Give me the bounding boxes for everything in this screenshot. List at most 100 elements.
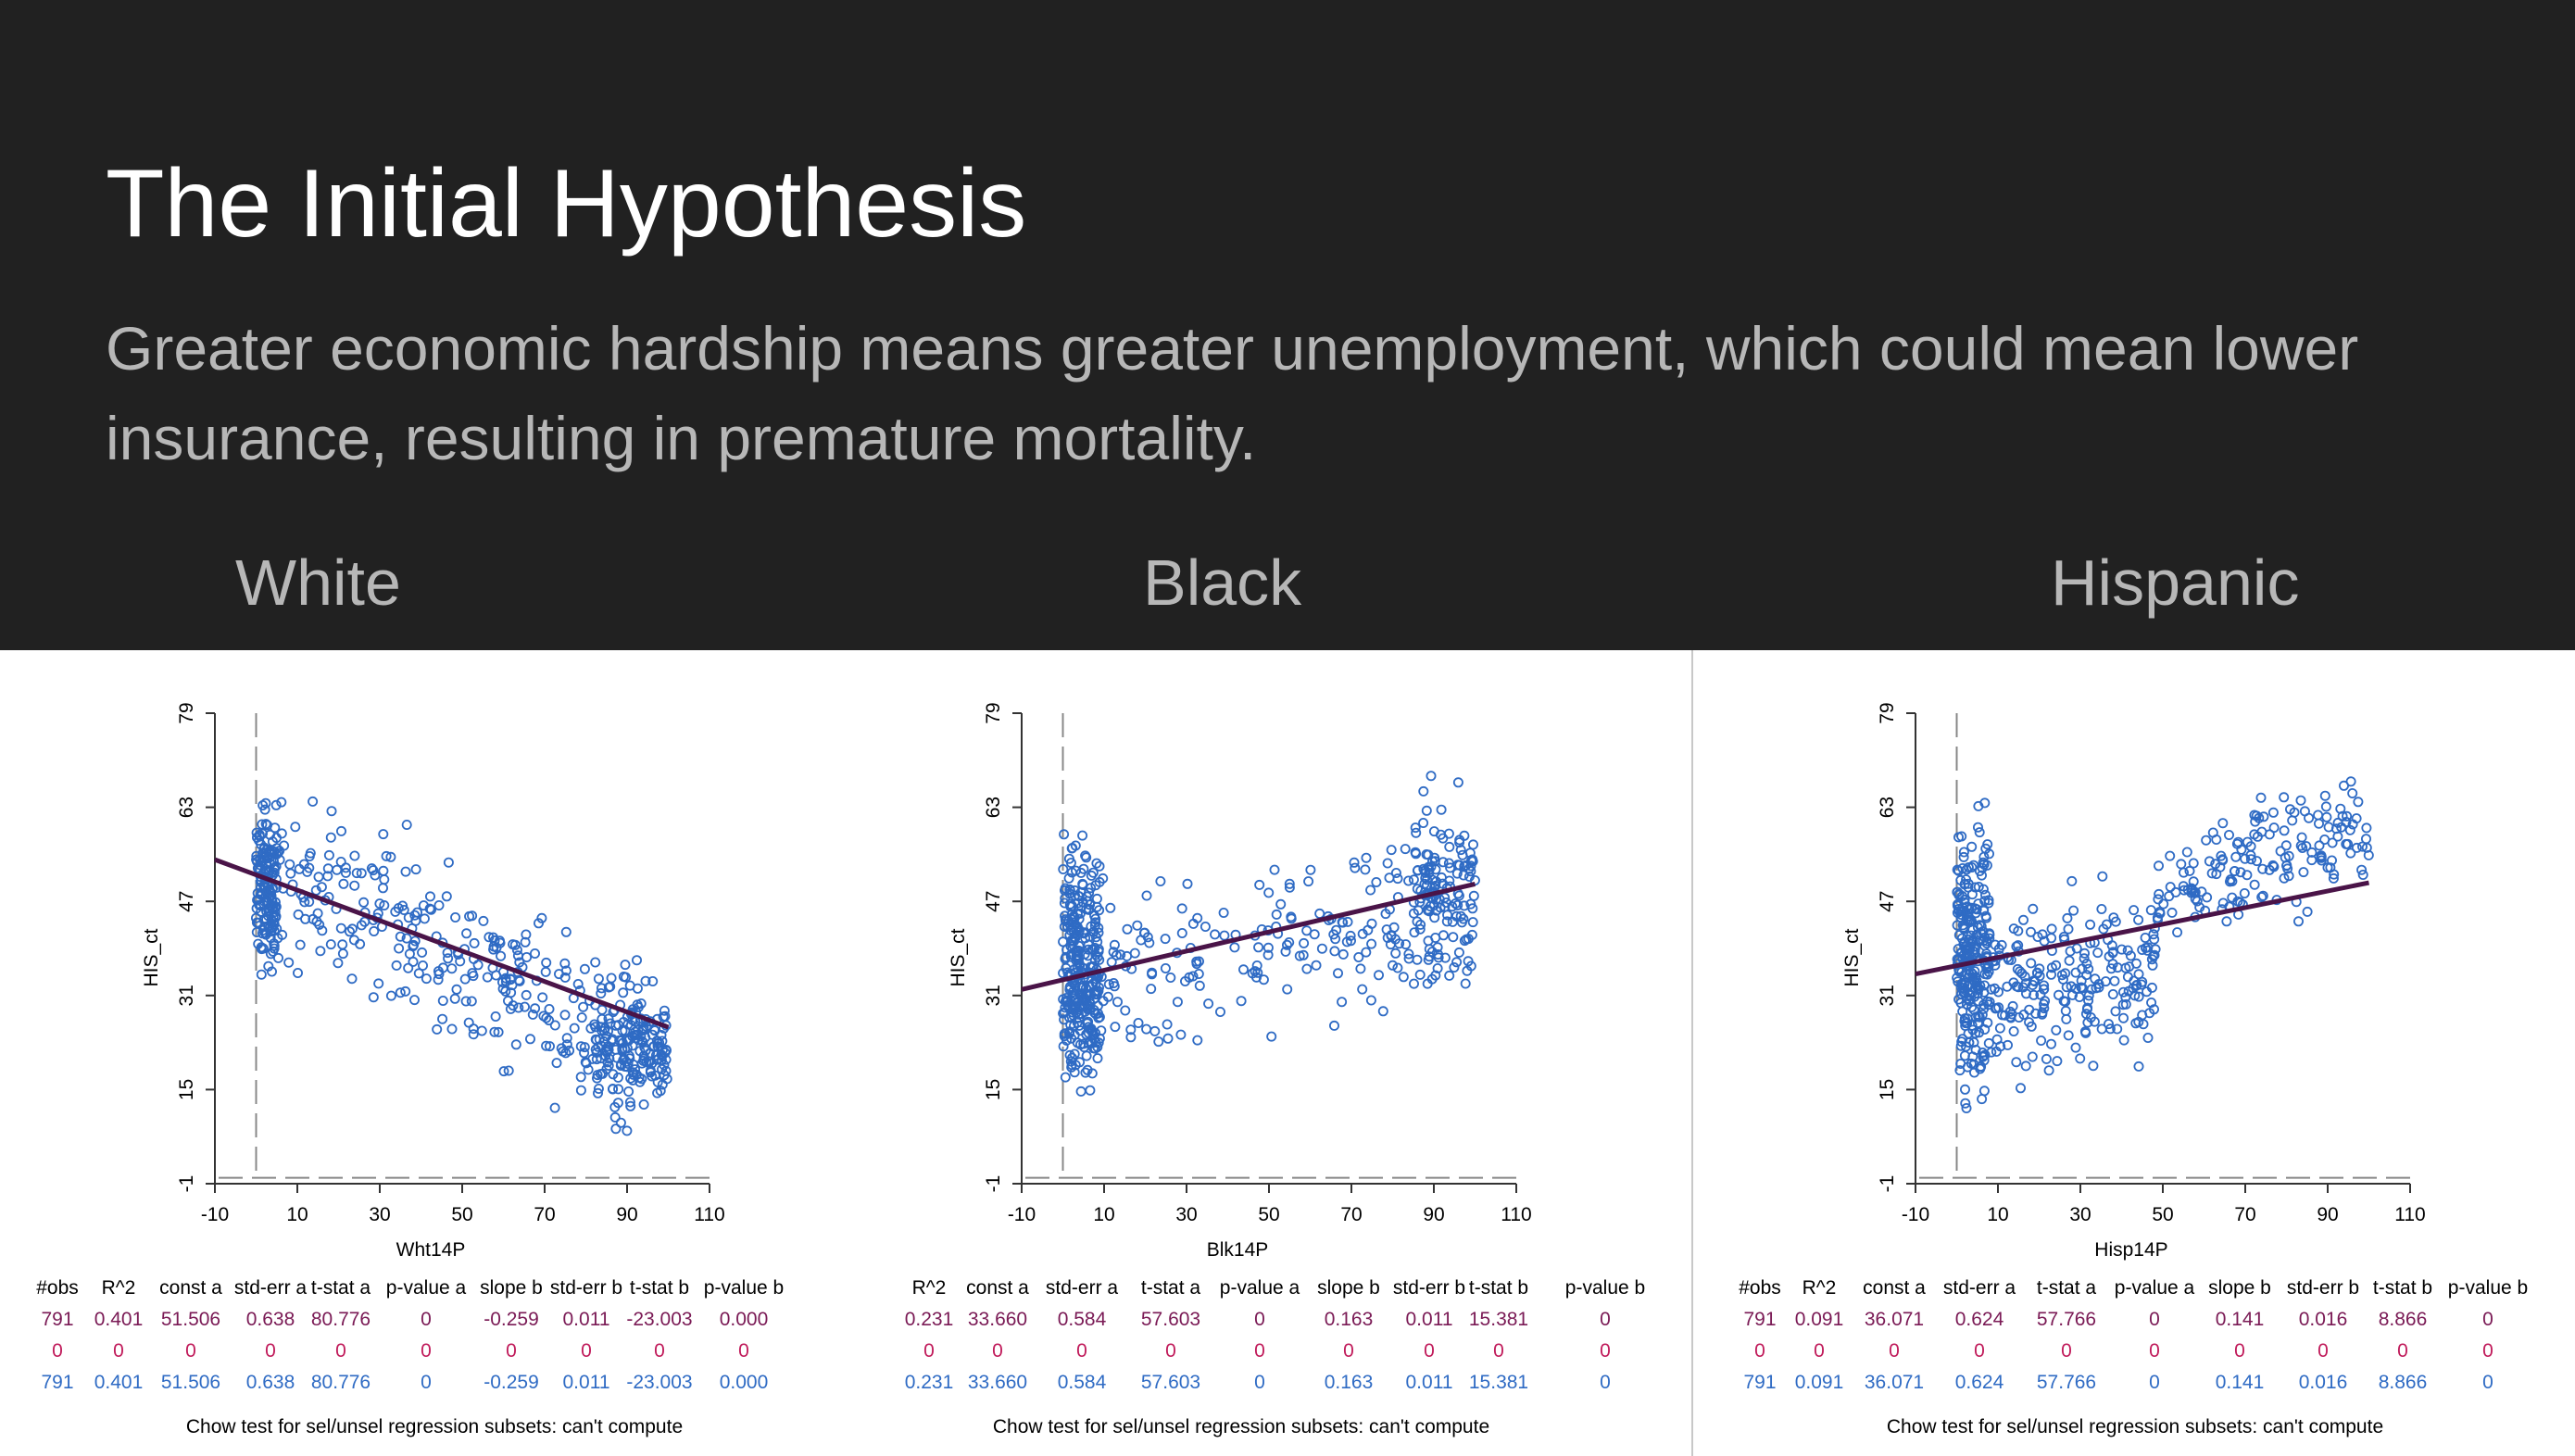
data-point	[2170, 886, 2181, 897]
y-tick-label: 63	[176, 797, 197, 818]
table-cell: 0	[1254, 1309, 1265, 1330]
data-point	[272, 847, 283, 859]
data-point	[1412, 954, 1423, 965]
table-cell: 0	[1600, 1372, 1611, 1393]
data-point	[1438, 857, 1449, 868]
data-point	[1410, 822, 1421, 834]
data-point	[2343, 838, 2354, 849]
data-point	[1066, 900, 1077, 911]
data-point	[1979, 969, 1991, 980]
data-point	[1061, 1035, 1073, 1046]
table-cell: 0	[265, 1340, 276, 1362]
data-point	[1084, 1023, 1095, 1035]
data-point	[433, 899, 445, 910]
data-point	[2083, 963, 2094, 974]
data-point	[1089, 920, 1100, 931]
data-point	[1329, 946, 1340, 957]
data-point	[559, 1010, 571, 1021]
x-axis-label: Blk14P	[1207, 1239, 1269, 1261]
data-point	[1410, 847, 1421, 858]
data-point	[284, 859, 295, 870]
data-point	[403, 912, 414, 923]
data-point	[437, 995, 448, 1006]
data-point	[377, 883, 388, 894]
data-point	[1058, 863, 1069, 874]
data-point	[2074, 991, 2085, 1002]
data-point	[381, 850, 392, 861]
data-point	[1064, 1026, 1075, 1037]
data-point	[308, 796, 319, 807]
data-point	[2085, 919, 2096, 930]
data-point	[1269, 864, 1280, 875]
table-header: p-value b	[704, 1277, 784, 1299]
data-point	[276, 797, 287, 808]
data-point	[530, 948, 541, 959]
data-point	[2146, 997, 2157, 1008]
data-point	[1448, 932, 1459, 943]
data-point	[2083, 990, 2094, 1001]
y-tick-label: 31	[983, 985, 1004, 1006]
data-point	[503, 996, 514, 1007]
data-point	[1414, 969, 1426, 980]
regression-line	[1915, 880, 2369, 977]
data-point	[1983, 1037, 1994, 1048]
data-point	[2088, 1061, 2099, 1072]
table-cell: 0.638	[246, 1372, 295, 1393]
data-point	[530, 1003, 541, 1014]
data-point	[2347, 787, 2358, 798]
data-point	[1463, 956, 1474, 967]
data-point	[2289, 807, 2300, 818]
data-point	[2149, 934, 2160, 945]
table-cell: 0	[1076, 1340, 1087, 1362]
data-point	[1109, 981, 1120, 992]
data-point	[607, 1034, 618, 1045]
data-point	[1194, 956, 1205, 967]
data-point	[569, 1023, 580, 1034]
data-point	[1361, 852, 1372, 863]
data-point	[2204, 856, 2215, 867]
data-point	[2217, 897, 2229, 909]
data-point	[2086, 984, 2097, 995]
data-point	[2360, 834, 2371, 845]
data-point	[409, 910, 421, 921]
data-point	[476, 1025, 487, 1036]
data-point	[2255, 792, 2267, 803]
data-point	[639, 1042, 650, 1053]
data-point	[1085, 1085, 1096, 1096]
data-point	[1080, 1067, 1091, 1078]
data-point	[1961, 1102, 1972, 1113]
data-point	[1418, 817, 1429, 828]
data-point	[1453, 947, 1464, 958]
data-point	[2007, 1000, 2018, 1011]
data-point	[385, 990, 396, 1001]
data-point	[482, 972, 493, 983]
data-point	[503, 1065, 514, 1076]
data-point	[1441, 916, 1452, 927]
table-cell: 0.011	[1406, 1309, 1453, 1330]
data-point	[1083, 1016, 1094, 1027]
data-point	[1978, 1051, 1989, 1062]
data-point	[264, 885, 275, 897]
data-point	[443, 953, 454, 964]
data-point	[2014, 1011, 2025, 1023]
table-cell: 0	[2482, 1372, 2493, 1393]
data-point	[2287, 815, 2298, 826]
data-point	[1959, 1084, 1970, 1095]
data-point	[2223, 829, 2234, 840]
data-point	[2051, 1024, 2062, 1036]
data-point	[1309, 929, 1320, 940]
data-point	[1112, 997, 1124, 1008]
data-point	[2275, 846, 2286, 857]
data-point	[1455, 910, 1466, 922]
data-point	[510, 1039, 521, 1050]
data-point	[645, 1048, 656, 1059]
table-header: t-stat a	[311, 1277, 371, 1299]
data-point	[2045, 969, 2056, 980]
data-point	[2112, 1023, 2123, 1035]
data-point	[2254, 812, 2265, 823]
table-header: #obs	[1739, 1277, 1781, 1299]
data-point	[1110, 1022, 1121, 1033]
data-point	[268, 856, 279, 867]
data-point	[2037, 929, 2048, 940]
data-point	[1957, 979, 1968, 990]
